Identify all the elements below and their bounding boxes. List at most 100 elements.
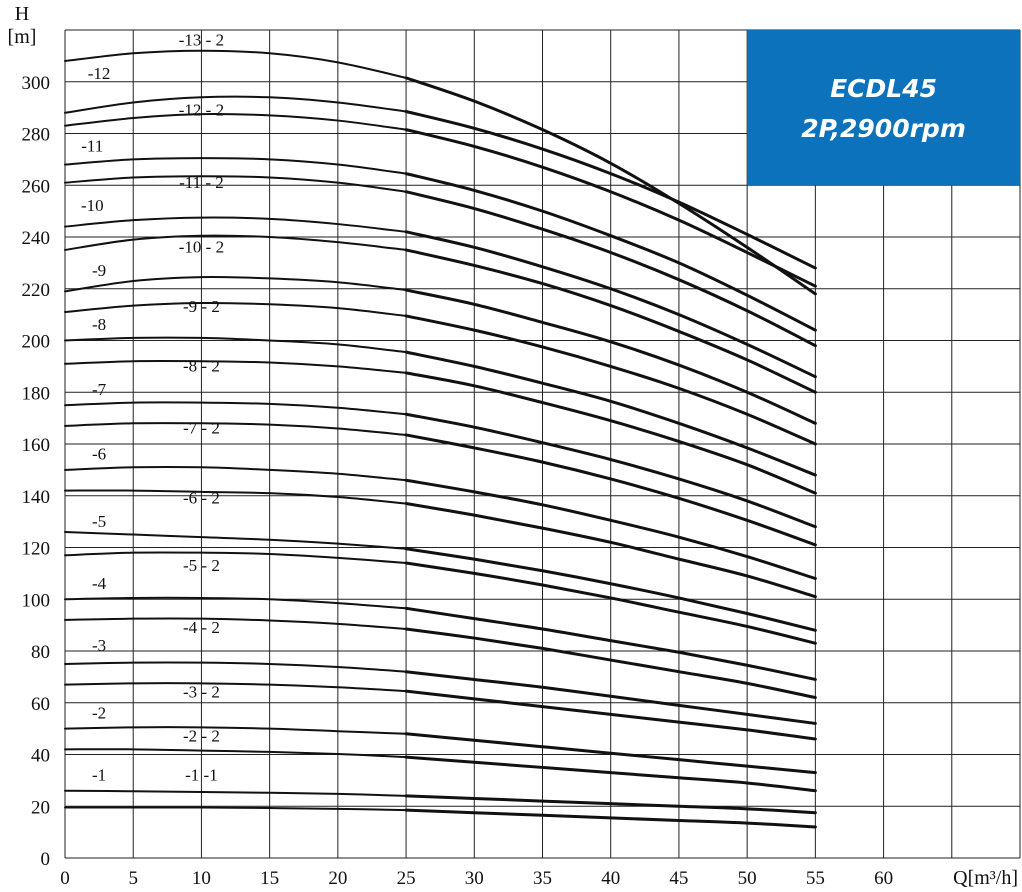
curve-label: -3	[92, 636, 106, 655]
y-axis-title: H	[15, 3, 29, 25]
y-tick-label: 120	[22, 539, 51, 560]
curve-12-low-flow	[64, 422, 408, 436]
curve-label: -5 - 2	[183, 556, 220, 575]
curve-label: -12 - 2	[179, 100, 224, 119]
curve-label: -9	[92, 261, 106, 280]
curve-21-low-flow	[64, 157, 408, 175]
curve-label: -4	[92, 574, 107, 593]
curve-7-low-flow	[64, 596, 408, 610]
curve-20-working-range	[404, 190, 817, 348]
curve-16-working-range	[404, 314, 817, 446]
y-tick-label: 240	[22, 228, 51, 249]
curves	[64, 49, 817, 829]
model-badge-speed: 2P,2900rpm	[801, 114, 966, 143]
curve-11-low-flow	[64, 465, 408, 482]
x-tick-label: 55	[806, 868, 825, 889]
x-tick-label: 20	[328, 868, 347, 889]
curve-4-working-range	[404, 689, 817, 741]
curve-14-working-range	[404, 371, 817, 495]
x-tick-label: 5	[128, 868, 138, 889]
curve-5-working-range	[404, 670, 817, 725]
curve-9-low-flow	[64, 530, 408, 550]
x-tick-label: 60	[874, 868, 893, 889]
y-tick-label: 0	[41, 849, 51, 870]
curve-1-low-flow	[64, 789, 408, 797]
curve-label: -5	[92, 512, 106, 531]
y-tick-label: 180	[22, 383, 51, 404]
curve-label: -8	[92, 315, 106, 334]
curve-19-low-flow	[64, 216, 408, 233]
y-tick-label: 280	[22, 125, 51, 146]
curve-2-low-flow	[64, 748, 408, 759]
y-tick-label: 200	[22, 332, 51, 353]
curve-8-low-flow	[64, 551, 408, 565]
curve-17-working-range	[404, 288, 817, 425]
curve-11-working-range	[404, 478, 817, 581]
y-tick-label: 160	[22, 435, 51, 456]
x-axis-title: Q[m³/h]	[953, 867, 1018, 889]
curve-13-working-range	[404, 412, 817, 529]
x-tick-label: 30	[465, 868, 484, 889]
curve-label: -8 - 2	[183, 357, 220, 376]
curve-label: -6	[92, 445, 106, 464]
curve-3-working-range	[404, 732, 817, 775]
curve-2-working-range	[404, 755, 817, 793]
curve-19-working-range	[404, 230, 817, 379]
y-tick-label: 20	[31, 797, 50, 818]
curve-labels: -13 - 2 -12 -12 - 2 -11 -11 - 2 -10 -10 - 2 -9 -…	[81, 31, 224, 785]
curve-label: -2	[92, 703, 106, 722]
y-tick-label: 40	[31, 746, 50, 767]
curve-4-low-flow	[64, 682, 408, 693]
curve-label: -7	[92, 380, 107, 399]
curve-8-working-range	[404, 561, 817, 645]
y-axis-unit: [m]	[8, 26, 37, 48]
curve-label: -10 - 2	[179, 238, 224, 257]
x-tick-label: 35	[533, 868, 552, 889]
model-badge: ECDL45 2P,2900rpm	[747, 30, 1020, 186]
curve-label: -11	[81, 137, 103, 156]
curve-label: -1 -1	[185, 765, 218, 784]
curve-24-low-flow	[64, 49, 408, 79]
curve-1-working-range	[404, 794, 817, 815]
curve-12-working-range	[404, 433, 817, 547]
tick-labels: 0 5 10 15 20 25 30 35 40 45 50 55 60 0 20 40 60 80 100 120 1…	[22, 73, 894, 889]
x-tick-label: 15	[260, 868, 279, 889]
curve-label: -3 - 2	[183, 683, 220, 702]
curve-18-low-flow	[64, 234, 408, 251]
curve-label: -9 - 2	[183, 297, 220, 316]
curve-23-working-range	[404, 110, 817, 270]
y-tick-label: 220	[22, 280, 51, 301]
curve-label: -13 - 2	[179, 31, 224, 50]
curve-10-low-flow	[64, 489, 408, 505]
y-tick-label: 80	[31, 642, 50, 663]
x-tick-label: 10	[192, 868, 211, 889]
x-tick-label: 0	[60, 868, 70, 889]
model-badge-title: ECDL45	[830, 74, 937, 103]
curve-label: -2 - 2	[183, 727, 220, 746]
curve-label: -1	[92, 765, 106, 784]
y-tick-label: 100	[22, 590, 51, 611]
curve-17-low-flow	[64, 276, 408, 293]
curve-0-low-flow	[64, 806, 408, 812]
y-tick-label: 260	[22, 176, 51, 197]
curve-label: -7 - 2	[183, 419, 220, 438]
curve-15-low-flow	[64, 336, 408, 354]
curve-24-working-range	[404, 76, 817, 296]
curve-6-working-range	[404, 627, 817, 700]
curve-label: -4 - 2	[183, 618, 220, 637]
curve-18-working-range	[404, 248, 817, 394]
curve-14-low-flow	[64, 359, 408, 374]
y-tick-label: 60	[31, 694, 50, 715]
curve-10-working-range	[404, 502, 817, 599]
model-badge-background	[747, 30, 1020, 186]
curve-16-low-flow	[64, 301, 408, 317]
curve-20-low-flow	[64, 175, 408, 193]
curve-9-working-range	[404, 547, 817, 632]
curve-label: -10	[81, 196, 104, 215]
curve-13-low-flow	[64, 401, 408, 416]
curve-6-low-flow	[64, 617, 408, 631]
curve-22-working-range	[404, 128, 817, 288]
curve-label: -12	[88, 64, 111, 83]
curve-3-low-flow	[64, 726, 408, 735]
